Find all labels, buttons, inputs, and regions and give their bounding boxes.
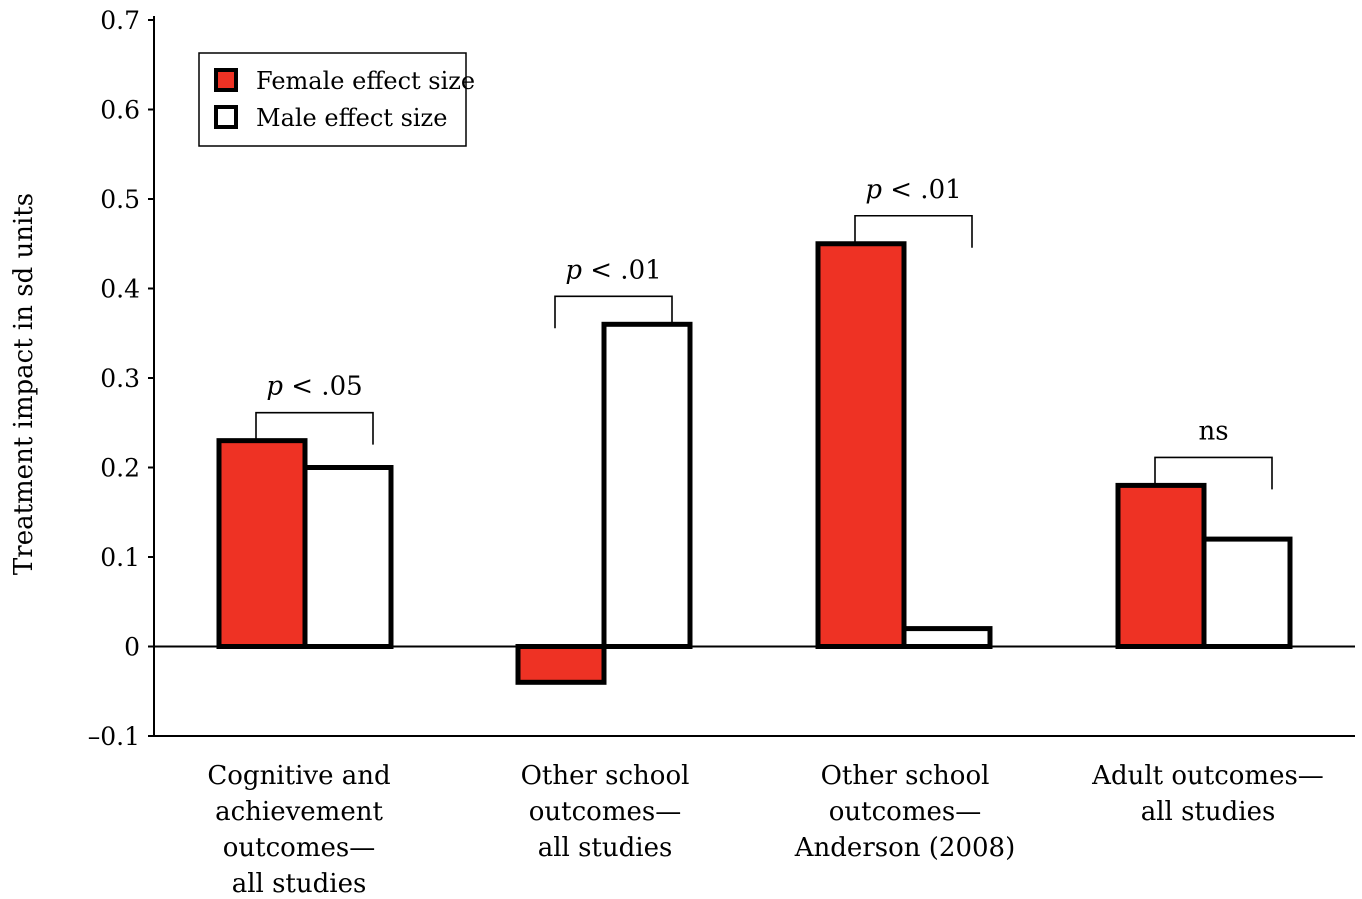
y-tick-label: 0.1 (100, 543, 140, 572)
significance-value: < .01 (882, 175, 962, 205)
y-tick-label: 0 (124, 633, 140, 662)
significance-label: ns (1198, 416, 1228, 446)
significance-bracket (255, 411, 374, 445)
category-label-line: all studies (232, 869, 367, 899)
y-tick-label: –0.1 (88, 722, 140, 751)
category-label-line: Adult outcomes— (1091, 761, 1324, 791)
y-tick-label: 0.4 (100, 275, 140, 304)
significance-bracket (1154, 456, 1273, 490)
y-tick-label: 0.6 (100, 96, 140, 125)
significance-bracket (554, 295, 673, 329)
bar-male-3 (1201, 536, 1293, 649)
category-label-line: Anderson (2008) (794, 833, 1015, 863)
significance-bracket (854, 214, 973, 248)
category-label-2: Other school outcomes— Anderson (2008) (794, 761, 1015, 863)
y-tick-label: 0.2 (100, 454, 140, 483)
bar-female-1 (515, 644, 607, 685)
significance-label: p < .01 (865, 175, 961, 205)
y-tick-label: 0.5 (100, 185, 140, 214)
significance-p: p (565, 255, 582, 285)
legend-label: Female effect size (256, 67, 475, 95)
bar-male-2 (901, 626, 993, 649)
category-label-line: outcomes— (829, 797, 981, 827)
legend-label: Male effect size (256, 104, 447, 132)
y-tick-label: 0.7 (100, 6, 140, 35)
category-label-0: Cognitive and achievement outcomes— all stu… (207, 761, 390, 899)
bar-female-3 (1115, 482, 1207, 649)
bar-female-0 (216, 438, 308, 649)
significance-value: ns (1198, 416, 1228, 446)
legend: Female effect size Male effect size (198, 52, 475, 147)
y-axis-label: Treatment impact in sd units (9, 193, 39, 575)
legend-swatch-male (214, 105, 238, 129)
legend-swatch-female (214, 68, 238, 92)
significance-label: p < .05 (266, 372, 362, 402)
category-label-line: Other school (821, 761, 990, 791)
category-label-line: Cognitive and (207, 761, 390, 791)
bar-female-2 (815, 241, 907, 649)
significance-value: < .05 (283, 372, 363, 402)
category-label-line: all studies (1141, 797, 1276, 827)
significance-p: p (266, 372, 283, 402)
bar-male-0 (302, 465, 394, 649)
category-label-line: outcomes— (529, 797, 681, 827)
y-axis: –0.1 0 0.1 0.2 0.3 0.4 0.5 0.6 0.7 (88, 6, 1355, 751)
category-label-line: outcomes— (223, 833, 375, 863)
significance-label: p < .01 (565, 255, 661, 285)
bar-male-1 (601, 321, 693, 649)
category-label-3: Adult outcomes— all studies (1091, 761, 1324, 827)
legend-box (198, 52, 467, 147)
significance-value: < .01 (582, 255, 662, 285)
category-label-line: achievement (215, 797, 383, 827)
category-label-line: Other school (521, 761, 690, 791)
category-labels: Cognitive and achievement outcomes— all stu… (207, 761, 1323, 899)
significance-p: p (865, 175, 882, 205)
category-label-1: Other school outcomes— all studies (521, 761, 690, 863)
bars (216, 241, 1293, 685)
y-tick-label: 0.3 (100, 364, 140, 393)
category-label-line: all studies (538, 833, 673, 863)
